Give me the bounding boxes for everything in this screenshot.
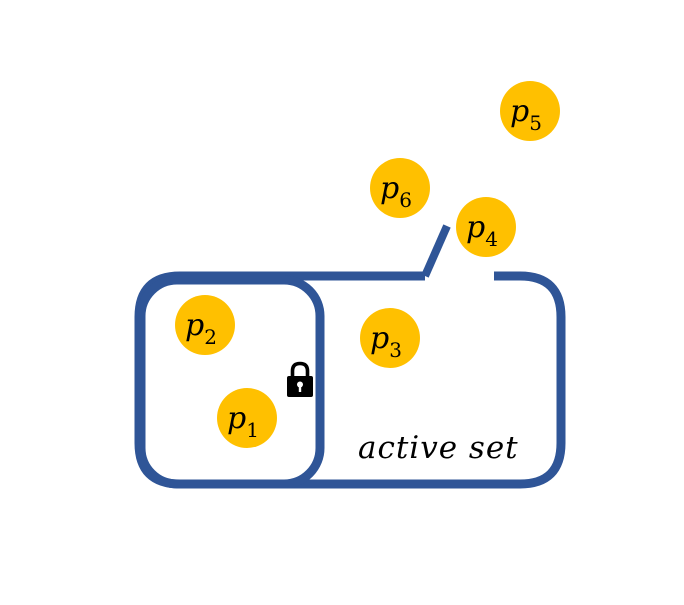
svg-text:p3: p3 (370, 321, 402, 362)
svg-text:p1: p1 (227, 401, 259, 442)
node-p3: p3 (360, 308, 420, 368)
lock-icon (287, 361, 313, 397)
locked-subset-outline (136, 275, 325, 489)
active-set-label: active set (358, 430, 519, 466)
node-p2: p2 (175, 295, 235, 355)
svg-text:p5: p5 (510, 94, 542, 135)
svg-text:p6: p6 (380, 171, 412, 212)
node-p5: p5 (500, 81, 560, 141)
node-p1: p1 (217, 388, 277, 448)
svg-text:p4: p4 (466, 210, 498, 251)
svg-text:p2: p2 (185, 308, 217, 349)
node-p4: p4 (456, 197, 516, 257)
active-set-gate (421, 224, 451, 278)
node-p6: p6 (370, 158, 430, 218)
